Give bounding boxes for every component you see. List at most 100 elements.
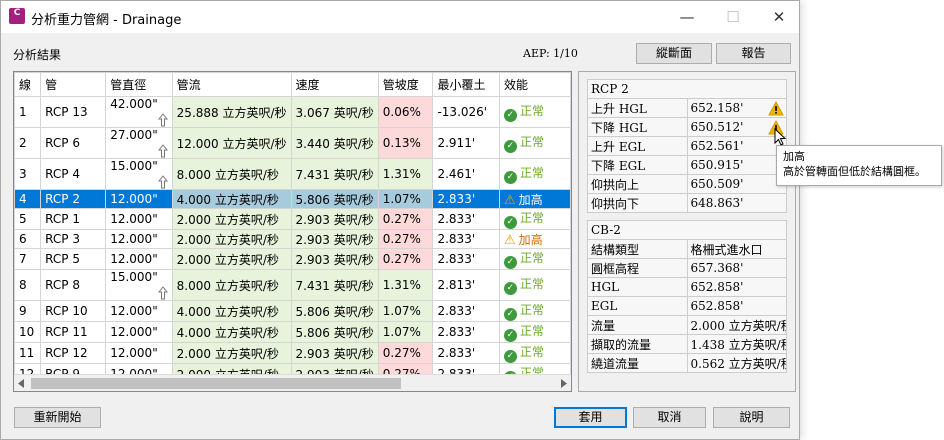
tooltip: 加高 高於管轉面但低於結構圓框。 [776, 145, 942, 186]
velocity-cell: 3.067 英呎/秒 [290, 96, 379, 128]
flow-cell: 25.888 立方英呎/秒 [171, 96, 292, 128]
scrollbar-thumb[interactable] [31, 378, 401, 389]
cover-cell: 2.461' [432, 158, 500, 190]
status-text: 正常 [519, 135, 544, 149]
table-row[interactable]: 4 RCP 2 12.000" 4.000 立方英呎/秒 5.806 英呎/秒 1.07%… [14, 188, 571, 210]
flow-cell: 2.000 立方英呎/秒 [171, 229, 292, 250]
diameter-cell: 12.000" [105, 342, 173, 365]
status-text: 正常 [519, 345, 544, 360]
pipe-cell: RCP 1 [40, 208, 107, 231]
cover-cell: 2.833' [432, 342, 500, 365]
status-text: 加高 [518, 232, 543, 247]
pipe-cell: RCP 8 [40, 269, 107, 302]
detail-label: EGL [587, 296, 688, 316]
pipe-cell: RCP 11 [40, 321, 107, 344]
slope-cell: 0.27% [377, 229, 434, 250]
diameter-cell: 12.000" [105, 188, 173, 210]
slope-cell: 1.07% [377, 300, 434, 323]
status-cell: ✓正常 [498, 269, 571, 302]
line-cell: 9 [14, 300, 42, 323]
cover-cell: 2.833' [432, 208, 500, 231]
diameter-value: 42.000" [110, 97, 158, 112]
slope-cell: 1.07% [377, 188, 434, 210]
velocity-cell: 5.806 英呎/秒 [290, 321, 379, 344]
diameter-cell: 15.000" [105, 269, 173, 302]
detail-label: 上升 EGL [587, 136, 688, 156]
panel-title: RCP 2 [587, 79, 787, 99]
warning-icon[interactable] [768, 101, 784, 116]
column-header[interactable]: 最小覆土 [432, 72, 500, 97]
line-cell: 7 [14, 248, 42, 271]
diameter-value: 12.000" [110, 325, 158, 340]
column-header[interactable]: 管直徑 [105, 72, 173, 97]
close-button[interactable]: ✕ [772, 8, 786, 26]
column-header[interactable]: 管流 [171, 72, 292, 97]
check-icon: ✓ [503, 109, 517, 122]
scroll-left-arrow-icon[interactable] [18, 379, 24, 388]
apply-button[interactable]: 套用 [554, 407, 627, 428]
status-cell: ✓正常 [498, 96, 571, 128]
pipe-cell: RCP 5 [40, 248, 107, 271]
status-text: 正常 [519, 324, 544, 339]
table-row[interactable]: 6 RCP 3 12.000" 2.000 立方英呎/秒 2.903 英呎/秒 0.27%… [14, 229, 571, 250]
help-button[interactable]: 說明 [713, 407, 790, 428]
structure-details-table: CB-2 結構類型 格柵式進水口 圓框高程 657.368' HGL 652.858' EGL… [587, 220, 787, 373]
table-row[interactable]: 10 RCP 11 12.000" 4.000 立方英呎/秒 5.806 英呎/秒 1.0… [14, 321, 571, 344]
column-header[interactable]: 線 [14, 72, 42, 97]
warning-icon: ⚠ [503, 192, 516, 208]
table-row[interactable]: 3 RCP 4 15.000" 8.000 立方英呎/秒 7.431 英呎/秒 1.31%… [14, 158, 571, 190]
status-cell: ✓正常 [498, 208, 571, 231]
restart-button[interactable]: 重新開始 [14, 407, 101, 428]
detail-value: 0.562 立方英呎/秒 [690, 356, 787, 371]
diameter-value: 12.000" [110, 192, 158, 207]
column-header[interactable]: 管坡度 [377, 72, 434, 97]
check-icon: ✓ [503, 282, 517, 296]
flow-cell: 12.000 立方英呎/秒 [171, 127, 292, 159]
status-cell: ✓正常 [498, 300, 571, 323]
detail-value: 652.858' [690, 280, 744, 294]
column-header[interactable]: 速度 [290, 72, 379, 97]
details-panel: RCP 2 上升 HGL 652.158' 下降 HGL 650.512' 上升 EGL 6… [578, 71, 796, 392]
line-cell: 1 [14, 96, 42, 128]
table-row[interactable]: 7 RCP 5 12.000" 2.000 立方英呎/秒 2.903 英呎/秒 0.27%… [14, 248, 571, 271]
column-header[interactable]: 效能 [498, 72, 571, 97]
maximize-button[interactable]: ☐ [726, 8, 740, 26]
report-button[interactable]: 報告 [716, 43, 791, 64]
window-title: 分析重力管網 - Drainage [31, 13, 182, 28]
cancel-button[interactable]: 取消 [633, 407, 706, 428]
detail-value: 格柵式進水口 [690, 242, 763, 257]
diameter-cell: 12.000" [105, 248, 173, 271]
table-row[interactable]: 2 RCP 6 27.000" 12.000 立方英呎/秒 3.440 英呎/秒 0.13… [14, 127, 571, 159]
check-icon: ✓ [503, 256, 517, 269]
detail-row: 下降 HGL 650.512' [587, 117, 787, 137]
cover-cell: 2.813' [432, 269, 500, 302]
slope-cell: 1.31% [377, 269, 434, 302]
column-header[interactable]: 管 [40, 72, 107, 97]
status-cell: ✓正常 [498, 248, 571, 271]
diameter-cell: 12.000" [105, 300, 173, 323]
profile-button[interactable]: 縱斷面 [636, 43, 712, 64]
table-row[interactable]: 8 RCP 8 15.000" 8.000 立方英呎/秒 7.431 英呎/秒 1.31%… [14, 269, 571, 302]
scroll-right-arrow-icon[interactable] [561, 379, 567, 388]
minimize-button[interactable]: — [679, 8, 695, 26]
line-cell: 4 [14, 188, 42, 210]
cover-cell: 2.833' [432, 188, 500, 210]
pipe-cell: RCP 6 [40, 127, 107, 159]
table-row[interactable]: 9 RCP 10 12.000" 4.000 立方英呎/秒 5.806 英呎/秒 1.07… [14, 300, 571, 323]
table-row[interactable]: 5 RCP 1 12.000" 2.000 立方英呎/秒 2.903 英呎/秒 0.27%… [14, 208, 571, 231]
table-row[interactable]: 1 RCP 13 42.000" 25.888 立方英呎/秒 3.067 英呎/秒 0.0… [14, 96, 571, 128]
diameter-cell: 42.000" [105, 96, 173, 128]
cover-cell: 2.833' [432, 229, 500, 250]
detail-label: 上升 HGL [587, 98, 688, 118]
velocity-cell: 3.440 英呎/秒 [290, 127, 379, 159]
status-text: 正常 [519, 104, 544, 118]
status-text: 正常 [519, 303, 544, 318]
status-cell: ⚠ 加高 [498, 188, 571, 210]
line-cell: 8 [14, 269, 42, 302]
check-icon: ✓ [503, 140, 517, 153]
horizontal-scrollbar[interactable] [14, 374, 571, 391]
diameter-cell: 12.000" [105, 208, 173, 231]
diameter-cell: 27.000" [105, 127, 173, 159]
status-text: 正常 [519, 166, 544, 180]
table-row[interactable]: 11 RCP 12 12.000" 2.000 立方英呎/秒 2.903 英呎/秒 0.2… [14, 342, 571, 365]
